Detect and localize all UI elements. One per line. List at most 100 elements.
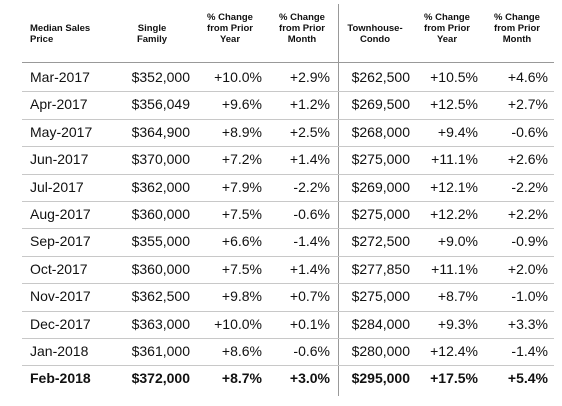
table-cell: $364,900 [131,123,190,140]
table-cell: $269,000 [351,178,410,195]
table-cell: +8.7% [221,370,262,387]
table-cell: $262,500 [351,69,410,85]
header-cell: Price [30,34,54,45]
table-cell: $360,000 [131,260,190,277]
table-cell: Mar-2017 [30,69,90,85]
table-cell: -0.9% [511,233,548,250]
table-cell: +1.2% [289,96,330,113]
table-cell: +11.1% [431,260,478,277]
table-cell: Jun-2017 [30,151,89,168]
header-cell: Family [136,34,168,45]
table-cell: $370,000 [131,151,190,168]
table-cell: +2.0% [507,260,548,277]
table-cell: +2.5% [289,123,330,140]
table-cell: Aug-2017 [30,206,91,222]
table-cell: $355,000 [131,233,190,250]
table-cell: $284,000 [351,315,410,332]
table-cell: +7.2% [221,151,262,168]
table-cell: Sep-2017 [30,233,91,250]
column-divider [338,4,339,396]
table-cell: $356,049 [131,96,190,113]
table-cell: Dec-2017 [30,315,91,332]
table-cell: -1.0% [511,288,548,305]
table-cell: +11.1% [431,151,478,168]
table-cell: -2.2% [293,178,330,195]
table-cell: +5.4% [507,370,548,387]
table-cell: +0.7% [289,288,330,305]
header-cell: % Change [207,12,253,23]
header-cell: Year [436,34,458,45]
table-cell: +2.2% [507,206,548,222]
table-cell: +17.5% [430,370,478,387]
table-cell: +2.7% [507,96,548,113]
header-cell: from Prior [494,23,540,34]
header-cell: Median Sales [30,23,91,34]
table-cell: +0.1% [289,315,330,332]
table-cell: $272,500 [351,233,410,250]
header-cell: % Change [494,12,540,23]
table-cell: $362,000 [131,178,190,195]
table-cell: +9.8% [221,288,262,305]
table-cell: $360,000 [131,206,190,222]
table-cell: $275,000 [351,151,410,168]
table-cell: -2.2% [511,178,548,195]
table-cell: $361,000 [131,343,190,359]
table-cell: +12.2% [430,206,478,222]
header-cell: Year [219,34,241,45]
row-rule [22,365,554,367]
table-cell: +10.0% [214,69,262,85]
header-cell: from Prior [424,23,470,34]
row-rule [22,310,554,312]
table-cell: +2.9% [289,69,330,85]
table-cell: +8.6% [221,343,262,359]
row-rule [22,338,554,339]
table-cell: +10.5% [430,69,478,85]
table-cell: +2.6% [507,151,548,168]
row-rule [22,91,554,93]
table-cell: $295,000 [351,370,410,387]
row-rule [22,228,554,230]
header-cell: from Prior [207,23,253,34]
table-cell: Apr-2017 [30,96,88,113]
header-cell: % Change [424,12,470,23]
row-rule [22,201,554,202]
row-rule [22,146,554,148]
table-cell: -1.4% [293,233,330,250]
table-cell: Jul-2017 [30,178,84,195]
table-cell: $275,000 [351,206,410,222]
table-cell: $268,000 [351,123,410,140]
table-cell: +3.3% [507,315,548,332]
table-cell: $280,000 [351,343,410,359]
table-cell: +12.5% [430,96,478,113]
table-cell: $269,500 [351,96,410,113]
table-cell: +8.7% [437,288,478,305]
header-cell: Month [287,34,317,45]
table-cell: -1.4% [511,343,548,359]
table-cell: +12.1% [430,178,478,195]
table-cell: +6.6% [221,233,262,250]
table-cell: -0.6% [293,343,330,359]
table-cell: $362,500 [131,288,190,305]
header-cell: % Change [279,12,325,23]
table-cell: Feb-2018 [30,370,91,387]
table-cell: $372,000 [131,370,190,387]
table-cell: +1.4% [289,151,330,168]
table-cell: Jan-2018 [30,343,89,359]
table-cell: Oct-2017 [30,260,88,277]
table-cell: $352,000 [131,69,190,85]
table-cell: $275,000 [351,288,410,305]
table-cell: $277,850 [351,260,410,277]
table-cell: +12.4% [430,343,478,359]
table-cell: +10.0% [214,315,262,332]
table-cell: +1.4% [289,260,330,277]
table-cell: -0.6% [511,123,548,140]
table-cell: +9.4% [437,123,478,140]
table-cell: $363,000 [131,315,190,332]
table-cell: +7.5% [221,260,262,277]
header-cell: Month [502,34,532,45]
table-cell: +3.0% [289,370,330,387]
table-cell: Nov-2017 [30,288,91,305]
table-cell: +4.6% [507,69,548,85]
table-cell: May-2017 [30,123,93,140]
